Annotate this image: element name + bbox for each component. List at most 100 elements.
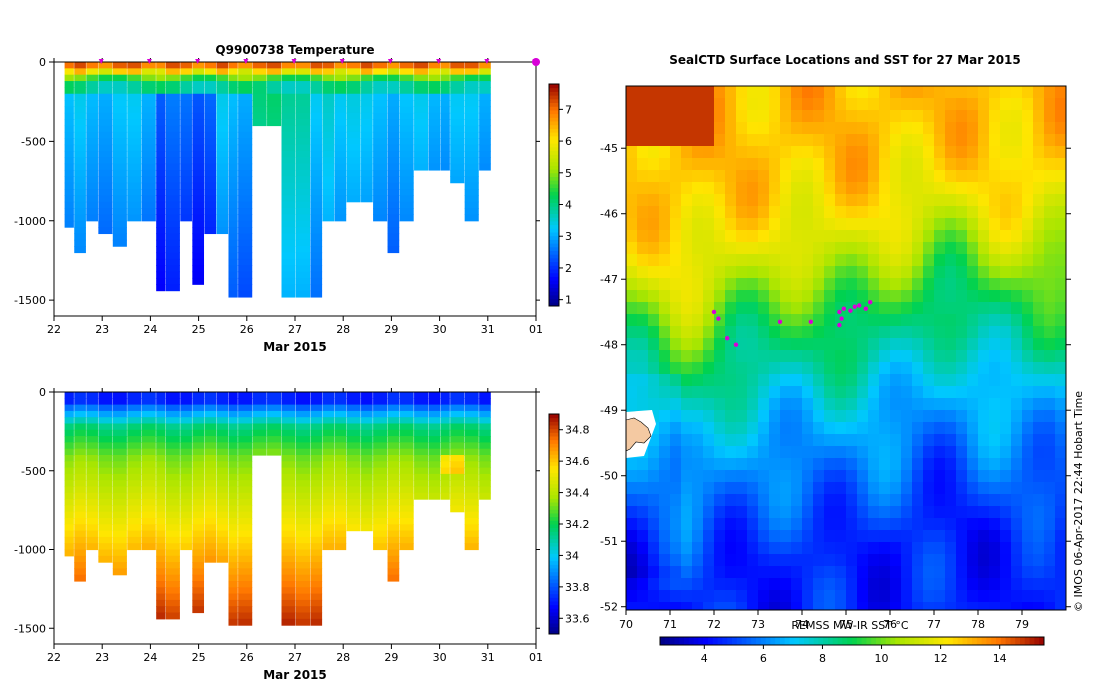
sst-cell — [1011, 362, 1023, 375]
sst-cell — [736, 590, 748, 603]
sst-cell — [1022, 470, 1034, 483]
sst-cell — [824, 422, 836, 435]
sst-cell — [681, 98, 693, 111]
section-cell — [334, 499, 347, 506]
section-cell — [387, 505, 400, 513]
sst-cell — [1055, 350, 1066, 363]
sst-cell — [824, 110, 836, 123]
section-cell — [165, 169, 180, 177]
sst-cell — [846, 134, 858, 147]
sst-cell — [901, 494, 913, 507]
sst-cell — [681, 566, 693, 579]
section-cell — [141, 100, 156, 108]
section-cell — [399, 404, 414, 412]
sst-cell — [956, 470, 968, 483]
section-cell — [238, 163, 253, 171]
section-cell — [86, 423, 98, 431]
section-cell — [156, 392, 166, 399]
section-cell — [322, 543, 335, 551]
section-cell — [112, 208, 127, 215]
section-cell — [141, 530, 156, 538]
sst-cell — [648, 386, 660, 399]
section-cell — [127, 410, 142, 418]
sst-cell — [681, 110, 693, 123]
sst-cell — [747, 206, 759, 219]
section-cell — [112, 62, 127, 69]
sst-cell — [1011, 542, 1023, 555]
colorbar-segment — [549, 439, 559, 444]
sst-cell — [626, 386, 638, 399]
sst-cell — [747, 326, 759, 339]
section-cell — [295, 486, 311, 494]
section-cell — [165, 271, 180, 279]
section-cell — [127, 436, 142, 443]
section-cell — [267, 62, 282, 69]
section-cell — [322, 68, 335, 76]
sst-cell — [835, 506, 847, 519]
sst-cell — [857, 374, 869, 387]
section-cell — [399, 442, 414, 450]
section-cell — [141, 119, 156, 127]
sst-cell — [1011, 326, 1023, 339]
sst-cell — [670, 506, 682, 519]
section-cell — [346, 467, 361, 475]
section-cell — [204, 144, 217, 152]
sst-cell — [934, 338, 946, 351]
section-cell — [310, 87, 323, 95]
sst-cell — [692, 170, 704, 183]
sst-cell — [1033, 470, 1045, 483]
sst-cell — [659, 122, 671, 135]
sst-cell — [681, 590, 693, 603]
section-cell — [141, 473, 156, 481]
section-cell — [192, 258, 205, 266]
sst-cell — [1022, 566, 1034, 579]
sst-cell — [769, 314, 781, 327]
sst-cell — [1000, 110, 1012, 123]
lon-tick-label: 74 — [795, 618, 809, 631]
sst-cell — [659, 158, 671, 171]
section-cell — [334, 189, 347, 196]
section-cell — [141, 93, 156, 101]
section-cell — [156, 587, 166, 595]
colorbar-segment — [549, 443, 559, 448]
section-cell — [192, 277, 205, 285]
section-cell — [281, 599, 296, 607]
sst-cell — [769, 494, 781, 507]
section-cell — [310, 518, 323, 525]
section-cell — [86, 398, 98, 406]
section-cell — [98, 195, 113, 203]
section-cell — [440, 74, 450, 82]
sst-cell — [923, 470, 935, 483]
sst-cell — [1022, 242, 1034, 255]
section-cell — [228, 271, 238, 279]
sst-cell — [1044, 194, 1056, 207]
sst-cell — [835, 494, 847, 507]
section-cell — [238, 265, 253, 273]
sst-cell — [912, 326, 924, 339]
section-cell — [281, 461, 296, 469]
seal-location — [711, 309, 717, 315]
sst-cell — [978, 362, 990, 375]
section-cell — [281, 442, 296, 450]
section-cell — [156, 499, 166, 506]
sst-cell — [1044, 458, 1056, 471]
sst-cell — [901, 182, 913, 195]
section-cell — [310, 587, 323, 595]
sst-cell — [813, 362, 825, 375]
sst-cell — [1044, 578, 1056, 591]
section-cell — [165, 62, 180, 69]
section-cell — [399, 144, 414, 152]
sst-cell — [1033, 182, 1045, 195]
sst-cell — [978, 146, 990, 159]
colorbar-segment — [549, 483, 559, 488]
section-cell — [387, 169, 400, 177]
sst-cell — [934, 434, 946, 447]
section-cell — [74, 480, 86, 488]
section-cell — [428, 62, 441, 69]
sst-cell — [967, 242, 979, 255]
section-cell — [387, 182, 400, 190]
sst-cell — [934, 410, 946, 423]
section-cell — [228, 499, 238, 506]
section-cell — [428, 87, 441, 95]
sst-cell — [681, 146, 693, 159]
